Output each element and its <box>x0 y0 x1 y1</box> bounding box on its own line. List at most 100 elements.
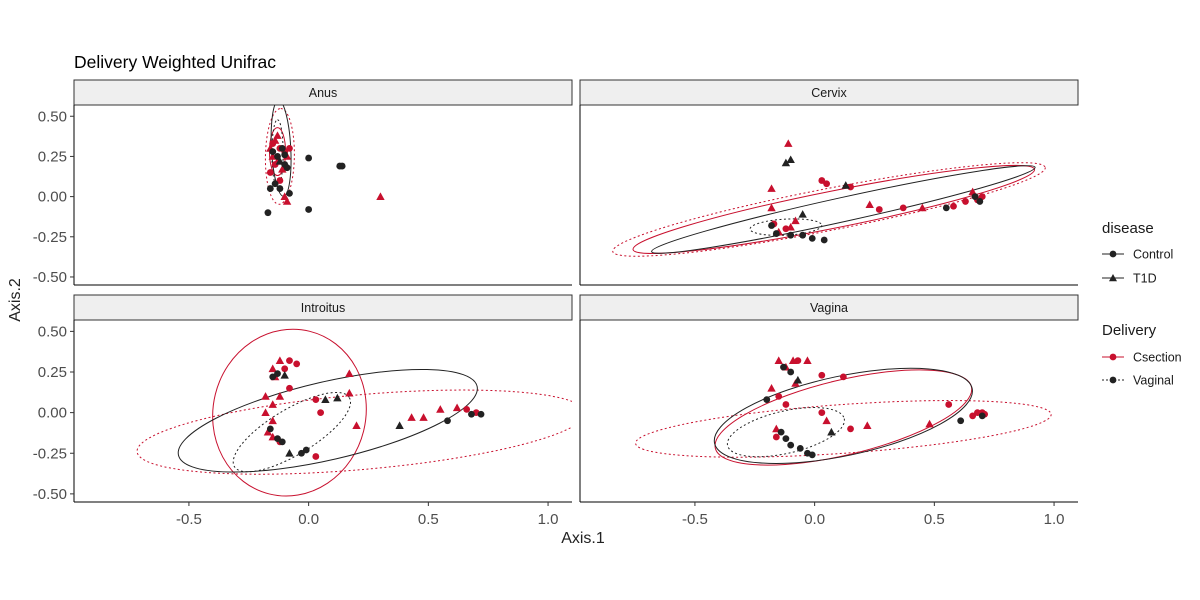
data-point-control <box>468 410 475 418</box>
legend-label: Vaginal <box>1133 374 1174 388</box>
data-point-t1d <box>376 192 385 200</box>
data-point-control <box>808 234 816 242</box>
data-point-t1d <box>273 131 282 139</box>
legend-label: Csection <box>1133 351 1182 365</box>
data-point-control <box>780 363 787 371</box>
data-point-t1d <box>275 392 285 400</box>
data-point-t1d <box>261 408 270 416</box>
data-point-control <box>281 151 289 159</box>
confidence-ellipse-csection-dotted <box>136 389 572 475</box>
legend-label: Control <box>1133 248 1173 262</box>
x-tick-label: 0.0 <box>298 511 319 528</box>
data-point-control <box>278 438 286 446</box>
data-point-control <box>283 164 291 172</box>
data-point-t1d <box>918 203 927 212</box>
data-point-control <box>976 198 984 205</box>
confidence-ellipse-csection-dotted <box>635 400 1052 458</box>
facet-strip <box>73 294 573 321</box>
data-point-control <box>969 412 977 420</box>
data-point-control <box>763 396 771 404</box>
data-point-control <box>312 396 320 404</box>
data-point-control <box>787 441 795 449</box>
data-point-control <box>286 384 293 392</box>
data-point-control <box>338 162 346 170</box>
data-point-t1d <box>786 155 795 164</box>
data-point-control <box>269 140 277 147</box>
data-point-control <box>818 371 826 379</box>
data-point-t1d <box>268 416 277 425</box>
data-point-control <box>787 368 795 376</box>
data-point-control <box>286 357 293 365</box>
facet-strip-label: Anus <box>309 86 338 100</box>
data-point-t1d <box>767 384 776 392</box>
data-point-t1d <box>781 158 791 167</box>
data-point-control <box>274 153 281 160</box>
data-point-t1d <box>268 364 277 373</box>
x-tick-label: 1.0 <box>1044 511 1065 528</box>
data-point-t1d <box>925 419 934 428</box>
data-point-control <box>286 189 293 197</box>
data-point-control <box>945 401 953 408</box>
data-point-t1d <box>345 388 354 397</box>
y-tick-label: 0.25 <box>38 148 67 165</box>
data-point-t1d <box>268 400 277 408</box>
legend-title: disease <box>1102 220 1154 237</box>
data-point-t1d <box>793 375 803 384</box>
confidence-ellipse-vaginal-solid <box>713 367 973 464</box>
confidence-ellipse-vaginal-solid <box>177 368 478 473</box>
y-tick-label: 0.00 <box>38 189 67 206</box>
data-point-control <box>293 360 301 368</box>
data-point-control <box>278 144 286 152</box>
data-point-t1d <box>407 413 416 421</box>
data-point-t1d <box>841 181 850 189</box>
data-point-t1d <box>827 427 836 436</box>
data-point-t1d <box>436 405 445 413</box>
legend-key-triangle <box>1109 274 1117 282</box>
data-point-t1d <box>452 403 462 412</box>
legend-title: Delivery <box>1102 322 1157 339</box>
facet-introitus: Introitus 0.50 0.25 0.00 -0.25 -0.50 -0.5 0.0 0.… <box>33 294 573 528</box>
data-point-control <box>777 428 785 436</box>
data-point-control <box>839 373 847 381</box>
y-tick-label: -0.25 <box>33 445 67 462</box>
data-point-control <box>799 231 807 239</box>
data-point-control <box>274 435 281 443</box>
data-point-control <box>796 444 804 452</box>
chart-title: Delivery Weighted Unifrac <box>74 52 276 72</box>
y-tick-label: -0.50 <box>33 486 67 503</box>
data-point-t1d <box>767 203 776 212</box>
data-point-t1d <box>345 369 354 377</box>
data-point-t1d <box>282 197 292 205</box>
facet-anus: Anus 0.50 0.25 0.00 -0.25 -0.50 <box>33 79 573 286</box>
data-point-control <box>312 453 320 460</box>
data-point-control <box>818 177 826 184</box>
data-point-control <box>281 365 289 373</box>
data-point-control <box>971 193 979 201</box>
data-point-control <box>276 177 284 184</box>
confidence-ellipse-csection-solid <box>212 328 367 497</box>
confidence-ellipse-csection-dotted <box>612 162 1046 257</box>
data-point-t1d <box>798 210 807 218</box>
data-point-control <box>264 209 272 217</box>
data-point-control <box>305 206 313 213</box>
y-tick-label: 0.50 <box>38 323 67 340</box>
data-point-control <box>276 185 284 192</box>
x-tick-label: -0.5 <box>176 511 202 528</box>
data-point-control <box>794 357 802 365</box>
x-axis-title: Axis.1 <box>561 530 605 547</box>
data-point-control <box>899 204 907 212</box>
legend-key-circle <box>1109 353 1117 361</box>
x-tick-label: 1.0 <box>538 511 559 528</box>
data-point-t1d <box>822 416 831 425</box>
panel-content <box>136 328 572 497</box>
data-point-t1d <box>784 139 793 147</box>
data-point-t1d <box>321 395 330 403</box>
data-point-control <box>477 410 485 418</box>
data-point-control <box>974 409 981 417</box>
data-point-control <box>782 435 790 443</box>
data-point-t1d <box>275 356 285 364</box>
x-tick-label: 0.5 <box>418 511 439 528</box>
data-point-control <box>266 425 274 433</box>
facet-strip <box>73 79 573 106</box>
confidence-ellipse-vaginal-solid <box>651 165 1036 254</box>
